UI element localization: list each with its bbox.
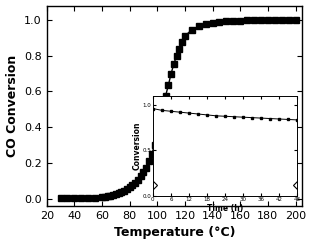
- X-axis label: Temperature (°C): Temperature (°C): [114, 226, 235, 239]
- Y-axis label: CO Conversion: CO Conversion: [6, 55, 18, 157]
